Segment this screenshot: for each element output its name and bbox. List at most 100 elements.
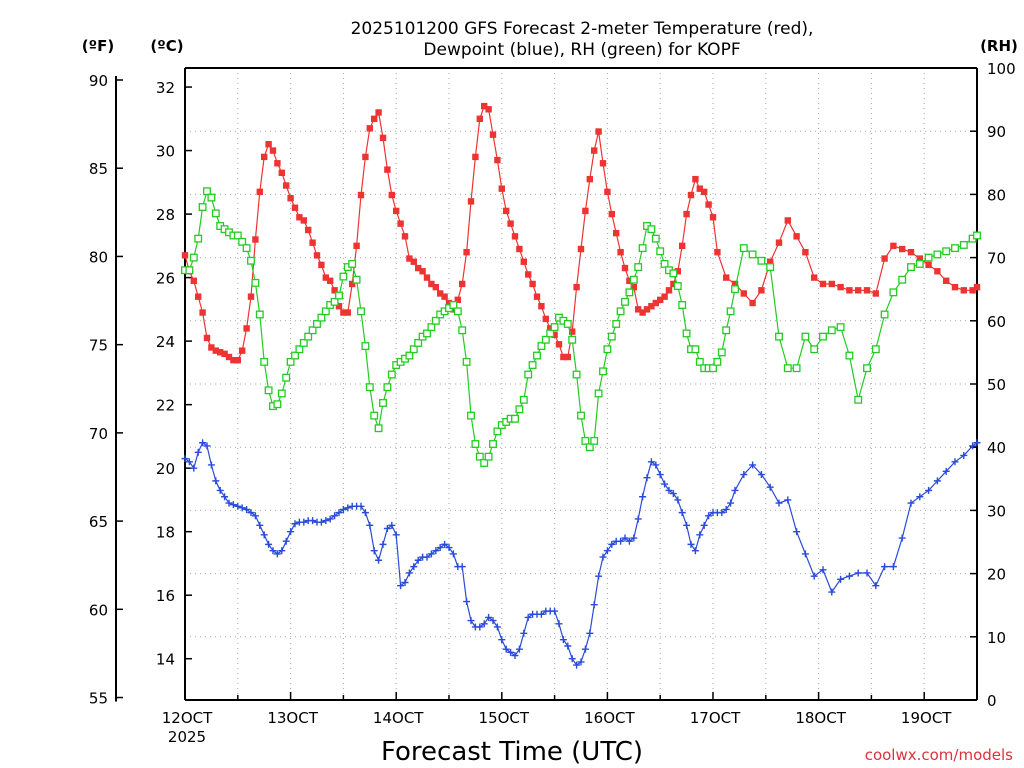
dewpoint-point xyxy=(718,509,726,517)
dewpoint-point xyxy=(599,553,607,561)
temperature-point xyxy=(973,283,981,291)
rh-point xyxy=(198,203,207,211)
temperature-point xyxy=(595,128,602,135)
rh-point xyxy=(357,307,365,316)
rh-point xyxy=(757,256,766,265)
rh-point xyxy=(528,361,537,369)
dewpoint-point xyxy=(476,623,484,631)
temperature-point xyxy=(353,242,360,250)
dewpoint-point xyxy=(493,623,501,631)
temperature-point xyxy=(577,245,585,253)
temperature-point xyxy=(661,293,668,300)
dewpoint-point xyxy=(366,521,374,529)
dewpoint-point xyxy=(520,629,528,637)
temperature-point xyxy=(692,175,699,183)
temperature-point xyxy=(278,169,285,177)
rh-point xyxy=(594,389,603,398)
dewpoint-point xyxy=(287,528,295,536)
rh-point xyxy=(348,259,357,268)
rh-point xyxy=(550,323,559,332)
temperature-point xyxy=(881,255,888,262)
dewpoint-point xyxy=(568,655,576,663)
rh-point xyxy=(673,282,682,290)
unit-label-rh: (RH) xyxy=(980,37,1018,55)
dewpoint-point xyxy=(973,439,981,447)
rh-point xyxy=(489,440,497,448)
rh-point xyxy=(607,332,616,341)
temperature-point xyxy=(828,280,835,288)
temperature-point xyxy=(503,207,510,215)
x-tick-label: 15OCT xyxy=(479,709,530,727)
rh-point xyxy=(414,338,423,347)
temperature-point xyxy=(591,147,598,154)
dewpoint-point xyxy=(498,636,506,644)
temperature-point xyxy=(305,226,312,234)
rh-tick-label: 10 xyxy=(987,629,1006,647)
dewpoint-point xyxy=(335,509,343,517)
dewpoint-point xyxy=(383,525,391,533)
temperature-point xyxy=(626,277,633,284)
temperature-point xyxy=(652,299,659,307)
dewpoint-point xyxy=(898,534,906,542)
dewpoint-point xyxy=(427,550,435,558)
celsius-tick-label: 32 xyxy=(156,79,175,97)
temperature-point xyxy=(371,115,378,123)
temperature-point xyxy=(740,290,747,297)
unit-label-celsius: (ºC) xyxy=(150,37,183,55)
temperature-point xyxy=(613,229,620,237)
dewpoint-point xyxy=(559,636,567,644)
rh-point xyxy=(638,244,647,253)
temperature-point xyxy=(327,277,334,284)
temperature-point xyxy=(423,274,431,281)
dewpoint-point xyxy=(845,572,853,580)
celsius-tick-label: 22 xyxy=(156,397,175,415)
x-tick-label: 19OCT xyxy=(901,709,952,727)
rh-point xyxy=(933,250,942,259)
dewpoint-point xyxy=(410,563,418,571)
rh-point xyxy=(959,241,968,249)
temperature-point xyxy=(648,302,655,310)
temperature-point xyxy=(643,306,651,313)
temperature-point xyxy=(811,274,818,281)
temperature-point xyxy=(406,255,413,262)
rh-point xyxy=(739,244,748,253)
rh-tick-label: 0 xyxy=(987,692,997,710)
rh-point xyxy=(291,351,299,360)
dewpoint-point xyxy=(625,537,633,545)
rh-point xyxy=(625,288,634,297)
temperature-point xyxy=(476,115,483,123)
dewpoint-point xyxy=(731,486,739,494)
rh-point xyxy=(775,332,783,341)
rh-point xyxy=(713,357,722,366)
temperature-point xyxy=(331,287,338,294)
dewpoint-point xyxy=(480,620,488,628)
dewpoint-point xyxy=(256,521,264,529)
dewpoint-point xyxy=(925,486,933,494)
dewpoint-point xyxy=(278,547,286,555)
temperature-point xyxy=(542,315,549,323)
rh-point xyxy=(915,259,924,268)
rh-point xyxy=(299,338,308,347)
rh-point xyxy=(603,345,612,354)
dewpoint-point xyxy=(361,509,369,517)
temperature-point xyxy=(291,204,299,211)
dewpoint-point xyxy=(392,531,400,539)
dewpoint-point xyxy=(370,547,378,555)
dewpoint-point xyxy=(907,499,915,507)
temperature-point xyxy=(775,239,783,246)
dewpoint-point xyxy=(810,572,818,580)
temperature-point xyxy=(916,255,923,262)
temperature-point xyxy=(586,175,593,183)
dewpoint-point xyxy=(960,451,968,459)
dewpoint-point xyxy=(683,521,691,529)
temperature-point xyxy=(701,188,708,196)
dewpoint-point xyxy=(326,515,334,523)
dewpoint-point xyxy=(445,544,453,552)
dewpoint-point xyxy=(775,499,783,507)
dewpoint-point xyxy=(309,517,317,525)
dewpoint-point xyxy=(617,537,625,545)
temperature-point xyxy=(507,220,514,227)
rh-point xyxy=(577,411,585,420)
dewpoint-point xyxy=(828,588,836,596)
